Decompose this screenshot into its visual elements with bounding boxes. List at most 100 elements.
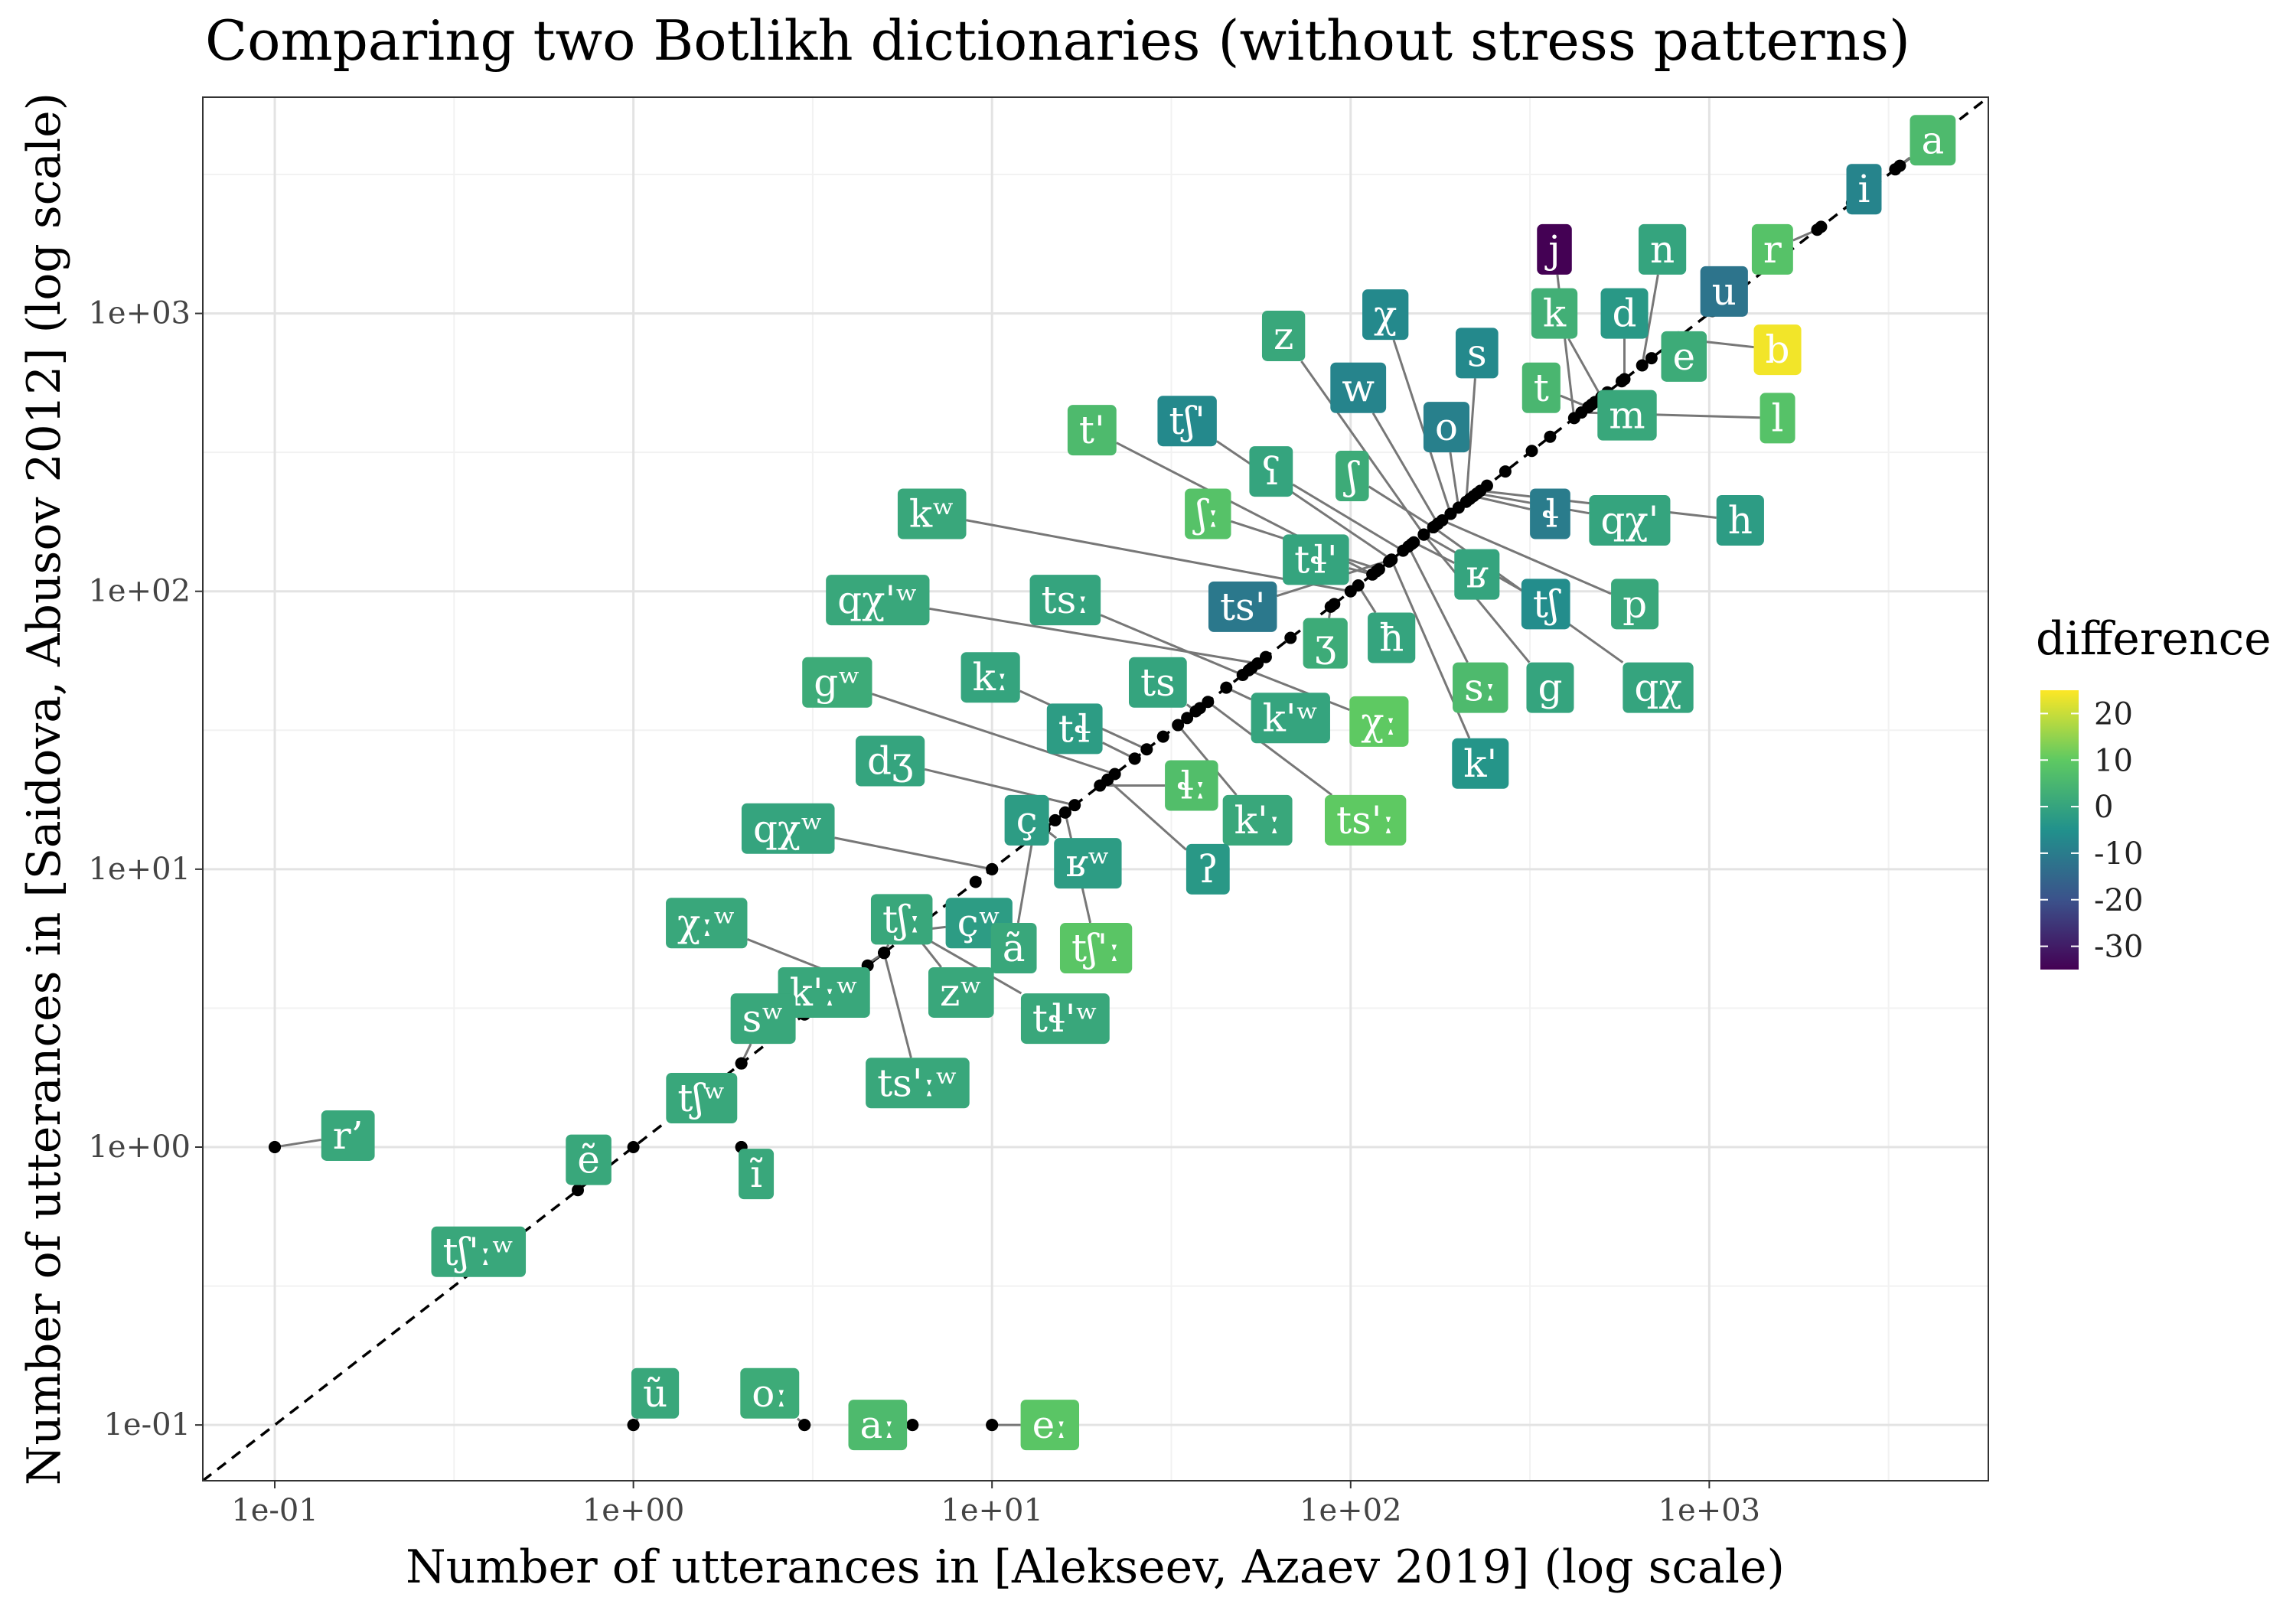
point-label: k'ːʷ (778, 966, 870, 1018)
data-point (1068, 799, 1081, 812)
point-label: ʃ (1336, 451, 1369, 502)
chart-title: Comparing two Botlikh dictionaries (with… (205, 8, 1910, 73)
point-label-text: tɬ'ʷ (1032, 996, 1098, 1041)
data-point (1544, 430, 1557, 443)
point-label-box (1059, 922, 1133, 973)
label-connector (274, 1138, 322, 1149)
point-label: tʃʷ (666, 1073, 738, 1124)
point-label-box (1661, 331, 1707, 382)
point-label-text: u (1712, 269, 1737, 314)
point-label: g (1526, 662, 1574, 713)
data-point (1525, 445, 1538, 458)
plot-border (202, 96, 1989, 1482)
label-connector (1441, 519, 1612, 595)
point-label: s (1455, 328, 1499, 379)
point-label: tʃ'ːʷ (431, 1226, 527, 1277)
point-label-text: qχ'ʷ (837, 578, 918, 622)
point-label-text: k (1543, 292, 1567, 336)
point-label-text: tʃʷ (677, 1076, 726, 1120)
point-label-box (870, 894, 933, 945)
label-connector (1371, 412, 1439, 525)
point-label: m (1597, 390, 1657, 441)
point-label-box (1623, 662, 1694, 713)
point-label: o (1423, 402, 1470, 453)
y-tick-label: 1e+00 (88, 1129, 191, 1165)
data-point (1202, 696, 1215, 709)
color-legend: difference 20 10 0 -10 -20 -30 (2036, 612, 2272, 970)
label-connector (1465, 378, 1476, 502)
data-point (1156, 730, 1169, 743)
legend-tick-label: 20 (2094, 696, 2133, 732)
point-label: u (1700, 266, 1748, 317)
point-label-text: p (1623, 582, 1647, 626)
point-label-text: ʕ (1261, 449, 1281, 494)
data-point (1636, 359, 1649, 372)
point-label-box (631, 1367, 680, 1419)
data-point (1251, 657, 1264, 670)
point-label: ʕ (1249, 446, 1293, 497)
point-label: tɬ (1046, 703, 1103, 755)
x-axis-title: Number of utterances in [Alekseev, Azaev… (406, 1540, 1785, 1594)
data-point (1645, 352, 1658, 365)
point-label: t' (1067, 405, 1117, 456)
point-label-box (1611, 579, 1659, 630)
data-point (1385, 553, 1398, 566)
point-label-text: ʔ (1198, 847, 1218, 892)
point-label-text: k'ʷ (1263, 696, 1319, 740)
point-label-box (321, 1110, 375, 1161)
point-label-text: w (1342, 366, 1375, 410)
point-label-text: ts'ː (1336, 798, 1394, 843)
point-label-box (1349, 696, 1409, 747)
point-label: kʷ (897, 488, 967, 539)
data-point (1259, 650, 1272, 663)
data-point (1352, 579, 1365, 592)
data-point (1474, 484, 1487, 497)
label-connector (1107, 778, 1187, 851)
point-label: qχ' (1589, 495, 1671, 546)
data-point (627, 1419, 640, 1432)
x-tick-label: 1e+01 (941, 1493, 1043, 1528)
point-label-box (666, 898, 748, 949)
point-label-text: dʒ (867, 739, 913, 784)
point-label: ɬ (1530, 488, 1570, 539)
label-connector (1016, 837, 1035, 924)
point-label-box (1330, 362, 1387, 413)
point-label-box (1325, 794, 1407, 846)
point-label: ã (990, 922, 1037, 973)
point-label: d (1600, 288, 1649, 339)
point-label-box (431, 1226, 527, 1277)
point-label-box (897, 488, 967, 539)
point-label-box (1751, 223, 1793, 275)
point-label-text: ç (1016, 798, 1038, 843)
data-point (1049, 813, 1062, 826)
legend-tick-label: 0 (2094, 790, 2113, 825)
label-connector (1407, 546, 1469, 663)
point-label-text: qχ (1634, 666, 1681, 710)
point-label: aː (848, 1400, 908, 1451)
point-label: ʁʷ (1054, 838, 1122, 889)
label-connector (1100, 614, 1244, 676)
point-label: qχʷ (741, 803, 835, 854)
point-label: ʔ (1186, 843, 1230, 895)
point-label-text: eː (1032, 1403, 1068, 1447)
point-label: χː (1349, 696, 1409, 747)
label-connector (1473, 494, 1531, 510)
point-label-box (1283, 534, 1349, 585)
point-label: eː (1020, 1400, 1080, 1451)
gridlines (203, 97, 1988, 1481)
point-label: qχ'ʷ (826, 575, 930, 626)
point-label-box (1165, 760, 1218, 811)
point-label-text: n (1650, 227, 1675, 272)
point-label-text: ʃː (1192, 491, 1219, 536)
point-label: ʃː (1185, 488, 1231, 539)
label-connector (834, 836, 993, 871)
point-label: k' (1452, 738, 1509, 789)
point-label-box (1054, 838, 1122, 889)
point-label-text: ħ (1379, 616, 1404, 660)
point-label: ĩ (739, 1149, 775, 1200)
data-point (1284, 631, 1297, 644)
point-label-box (740, 1367, 800, 1419)
data-point (269, 1140, 282, 1153)
point-label: r’ (321, 1110, 375, 1161)
point-label-text: χ (1374, 292, 1397, 337)
